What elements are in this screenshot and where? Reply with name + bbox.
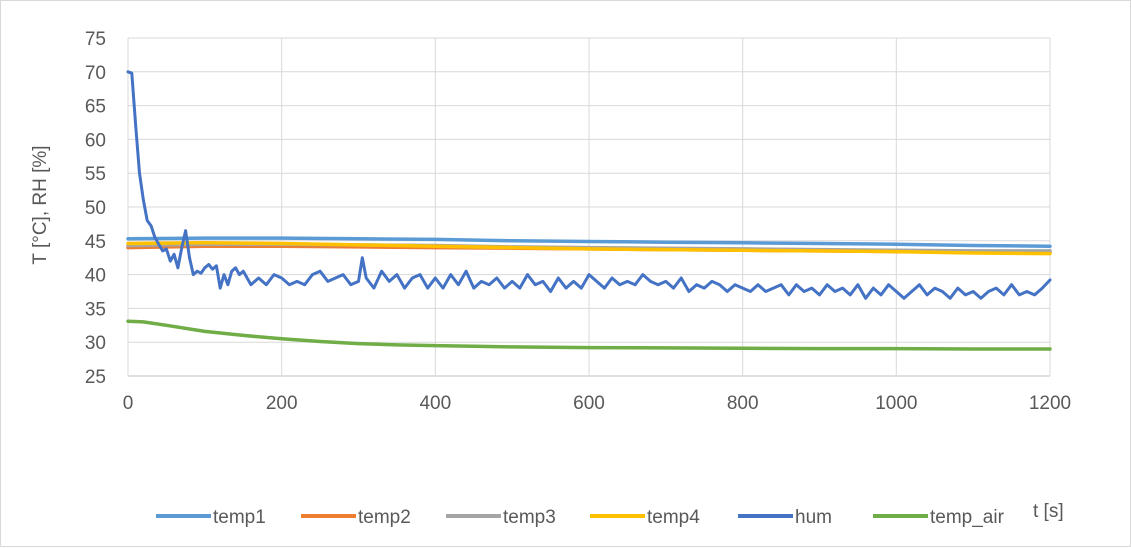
series-lines [126,70,1052,351]
legend: temp1 temp2 temp3 temp4 hum temp_air [156,507,1005,528]
y-tick-label: 25 [85,367,106,388]
legend-item-temp1: temp1 [156,507,266,528]
legend-item-temp_air: temp_air [873,507,1005,528]
x-tick-label: 0 [123,393,134,414]
legend-label: hum [795,507,832,528]
y-tick-label: 75 [85,29,106,50]
series-line-temp1 [126,236,1052,248]
legend-label: temp4 [647,507,700,528]
legend-label: temp3 [503,507,556,528]
y-axis-ticks: 25 30 35 40 45 50 55 60 65 70 75 [85,29,106,388]
x-tick-label: 600 [573,393,605,414]
y-tick-label: 35 [85,299,106,320]
x-tick-label: 1000 [875,393,917,414]
legend-item-temp3: temp3 [446,507,556,528]
y-tick-label: 45 [85,232,106,253]
x-tick-label: 400 [419,393,451,414]
legend-item-temp4: temp4 [590,507,700,528]
x-axis-ticks: 0 200 400 600 800 1000 1200 [123,393,1071,414]
gridlines [127,37,1051,377]
legend-label: temp2 [358,507,411,528]
y-tick-label: 70 [85,63,106,84]
legend-label: temp1 [213,507,266,528]
x-tick-label: 1200 [1029,393,1071,414]
y-tick-label: 50 [85,198,106,219]
y-axis-title: T [°C], RH [%] [30,145,51,264]
y-tick-label: 40 [85,266,106,287]
y-tick-label: 65 [85,97,106,118]
series-line-temp_air [126,319,1052,351]
y-tick-label: 55 [85,164,106,185]
y-tick-label: 60 [85,130,106,151]
legend-label: temp_air [930,507,1005,528]
x-tick-label: 800 [727,393,759,414]
y-tick-label: 30 [85,333,106,354]
series-line-temp4 [126,241,1052,256]
x-axis-title: t [s] [1033,501,1064,522]
x-tick-label: 200 [266,393,298,414]
legend-item-temp2: temp2 [301,507,411,528]
series-line-hum [126,70,1052,300]
legend-item-hum: hum [738,507,832,528]
